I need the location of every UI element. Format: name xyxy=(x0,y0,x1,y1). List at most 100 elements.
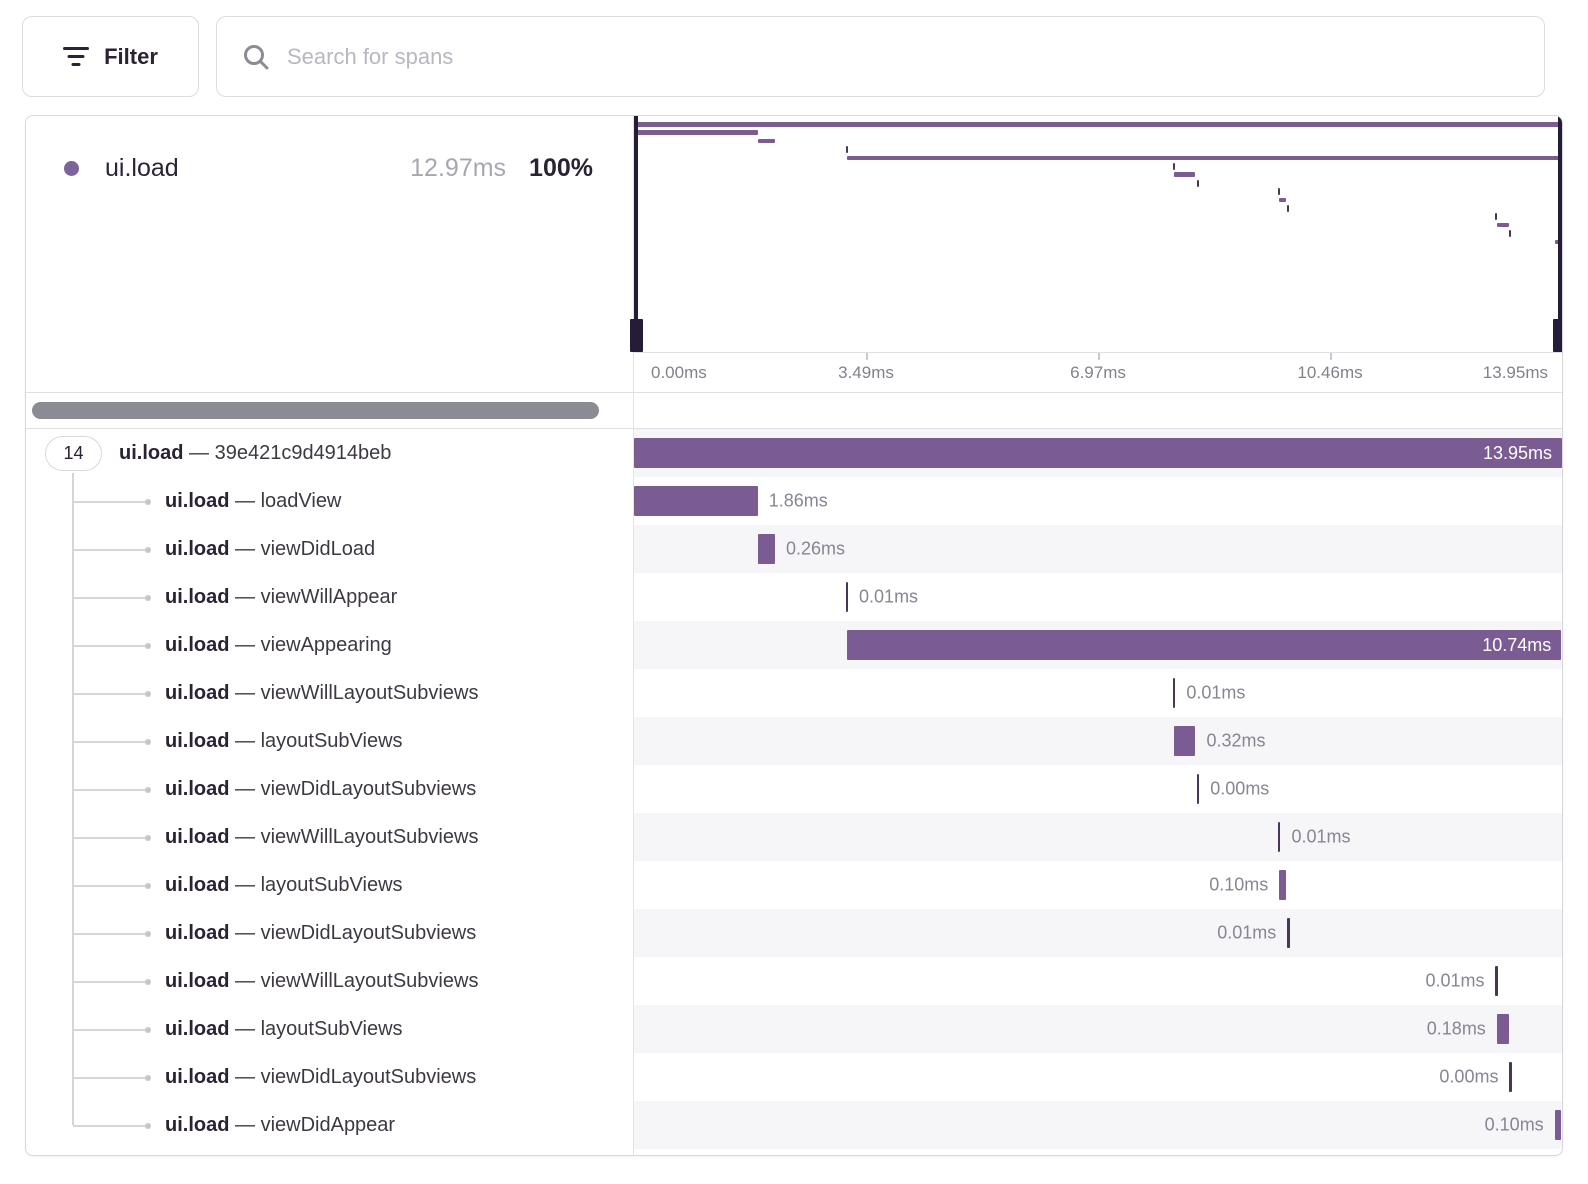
tree-row[interactable]: ui.load — loadView xyxy=(26,477,633,525)
tree-row[interactable]: ui.load — layoutSubViews xyxy=(26,717,633,765)
tree-row[interactable]: ui.load — viewAppearing xyxy=(26,621,633,669)
waterfall-row: 0.01ms xyxy=(634,669,1562,717)
waterfall-row: 13.95ms xyxy=(634,429,1562,477)
span-name: viewWillLayoutSubviews xyxy=(260,681,479,704)
tree-connector xyxy=(73,979,151,984)
search-input[interactable] xyxy=(287,43,1520,70)
tree-row[interactable]: ui.load — viewWillLayoutSubviews xyxy=(26,957,633,1005)
span-op-dot xyxy=(64,161,79,176)
span-duration-bar[interactable]: 10.74ms xyxy=(846,630,1562,660)
tree-row[interactable]: ui.load — viewWillLayoutSubviews xyxy=(26,813,633,861)
span-op: ui.load xyxy=(165,681,230,704)
waterfall-row: 0.10ms xyxy=(634,1101,1562,1149)
span-duration-bar[interactable] xyxy=(1554,1110,1562,1140)
span-op: ui.load xyxy=(165,1113,230,1136)
duration-label: 0.00ms xyxy=(1210,778,1270,799)
span-label: ui.load — viewWillLayoutSubviews xyxy=(165,969,479,992)
tree-connector xyxy=(73,1075,151,1080)
tree-row[interactable]: ui.load — viewDidLayoutSubviews xyxy=(26,1053,633,1101)
minimap-span-bar xyxy=(1174,172,1196,177)
span-op: ui.load xyxy=(165,633,230,656)
tree-row[interactable]: ui.load — viewDidLoad xyxy=(26,525,633,573)
minimap-span-bar xyxy=(1509,230,1512,238)
duration-label: 0.01ms xyxy=(859,586,919,607)
span-duration-bar[interactable] xyxy=(845,582,849,612)
duration-label: 0.10ms xyxy=(1209,874,1269,895)
span-name: loadView xyxy=(260,489,342,512)
trace-minimap[interactable] xyxy=(630,116,1562,352)
tree-row[interactable]: ui.load — layoutSubViews xyxy=(26,1005,633,1053)
scrollbar-thumb[interactable] xyxy=(32,402,599,419)
waterfall-gutter xyxy=(634,392,1562,429)
span-op: ui.load xyxy=(165,729,230,752)
span-duration-bar[interactable] xyxy=(1174,726,1196,756)
span-duration-bar[interactable] xyxy=(1495,966,1498,996)
span-label: ui.load — viewWillLayoutSubviews xyxy=(165,681,479,704)
span-duration-bar[interactable] xyxy=(1196,774,1200,804)
waterfall-row: 0.00ms xyxy=(634,1053,1562,1101)
span-label: ui.load — layoutSubViews xyxy=(165,873,403,896)
span-label: ui.load — viewDidLoad xyxy=(165,537,376,560)
axis-tick-label: 13.95ms xyxy=(1482,362,1548,382)
tree-connector xyxy=(73,547,151,552)
child-count-badge[interactable]: 14 xyxy=(45,435,102,471)
summary-percent: 100% xyxy=(529,154,593,182)
axis-tick-label: 10.46ms xyxy=(1297,362,1363,382)
axis-tick-mark xyxy=(1098,353,1100,360)
trace-right-column: 0.00ms 3.49ms 6.97ms 10.46ms 13.95ms 13.95ms… xyxy=(630,116,1562,1155)
tree-row[interactable]: ui.load — viewWillLayoutSubviews xyxy=(26,669,633,717)
tree-connector xyxy=(73,835,151,840)
span-duration-bar[interactable] xyxy=(634,486,758,516)
span-tree: 14 ui.load — 39e421c9d4914beb ui.load — lo… xyxy=(26,429,633,1155)
span-duration-bar[interactable] xyxy=(757,534,775,564)
span-duration-bar[interactable] xyxy=(1172,678,1176,708)
span-op: ui.load xyxy=(165,969,230,992)
waterfall-row: 0.01ms xyxy=(634,573,1562,621)
span-duration-bar[interactable]: 13.95ms xyxy=(634,438,1562,468)
tree-row[interactable]: ui.load — viewWillAppear xyxy=(26,573,633,621)
span-duration-bar[interactable] xyxy=(1509,1062,1512,1092)
duration-label: 0.01ms xyxy=(1217,922,1277,943)
minimap-span-bar xyxy=(1196,179,1199,187)
tree-row[interactable]: ui.load — viewDidLayoutSubviews xyxy=(26,765,633,813)
tree-row-root[interactable]: 14 ui.load — 39e421c9d4914beb xyxy=(26,429,633,477)
duration-label: 0.18ms xyxy=(1426,1018,1486,1039)
tree-row[interactable]: ui.load — viewDidAppear xyxy=(26,1101,633,1149)
tree-connector xyxy=(73,787,151,792)
span-name: viewDidLoad xyxy=(260,537,376,560)
waterfall-row: 0.00ms xyxy=(634,765,1562,813)
tree-connector xyxy=(73,691,151,696)
trace-left-column: ui.load 12.97ms 100% 14 ui.load — 39e421c… xyxy=(26,116,633,1155)
waterfall-row: 0.01ms xyxy=(634,909,1562,957)
toolbar: Filter xyxy=(0,0,1588,97)
span-label: ui.load — viewDidLayoutSubviews xyxy=(165,777,477,800)
span-name: viewWillLayoutSubviews xyxy=(260,969,479,992)
span-label: ui.load — viewDidAppear xyxy=(165,1113,396,1136)
search-box[interactable] xyxy=(216,16,1545,97)
tree-connector xyxy=(73,1027,151,1032)
minimap-handle-right[interactable] xyxy=(1553,319,1562,352)
span-name: viewWillAppear xyxy=(260,585,398,608)
minimap-span-bar xyxy=(1277,188,1280,196)
minimap-span-bar xyxy=(1495,213,1498,221)
axis-tick-mark xyxy=(1330,353,1332,360)
search-icon xyxy=(244,44,269,69)
horizontal-scrollbar[interactable] xyxy=(26,392,633,429)
filter-button[interactable]: Filter xyxy=(22,16,199,97)
axis-tick-mark xyxy=(866,353,868,360)
duration-label: 0.01ms xyxy=(1425,970,1485,991)
axis-tick-label: 3.49ms xyxy=(838,362,894,382)
span-duration-bar[interactable] xyxy=(1287,918,1290,948)
waterfall-row: 0.10ms xyxy=(634,861,1562,909)
minimap-handle-left[interactable] xyxy=(630,319,643,352)
tree-row[interactable]: ui.load — layoutSubViews xyxy=(26,861,633,909)
span-duration-bar[interactable] xyxy=(1277,822,1281,852)
tree-root-line xyxy=(72,473,74,1125)
trace-panel: ui.load 12.97ms 100% 14 ui.load — 39e421c… xyxy=(25,115,1563,1156)
waterfall-row: 0.18ms xyxy=(634,1005,1562,1053)
span-duration-bar[interactable] xyxy=(1496,1014,1509,1044)
tree-row[interactable]: ui.load — viewDidLayoutSubviews xyxy=(26,909,633,957)
span-op: ui.load xyxy=(165,921,230,944)
span-duration-bar[interactable] xyxy=(1279,870,1286,900)
span-op: ui.load xyxy=(165,1017,230,1040)
